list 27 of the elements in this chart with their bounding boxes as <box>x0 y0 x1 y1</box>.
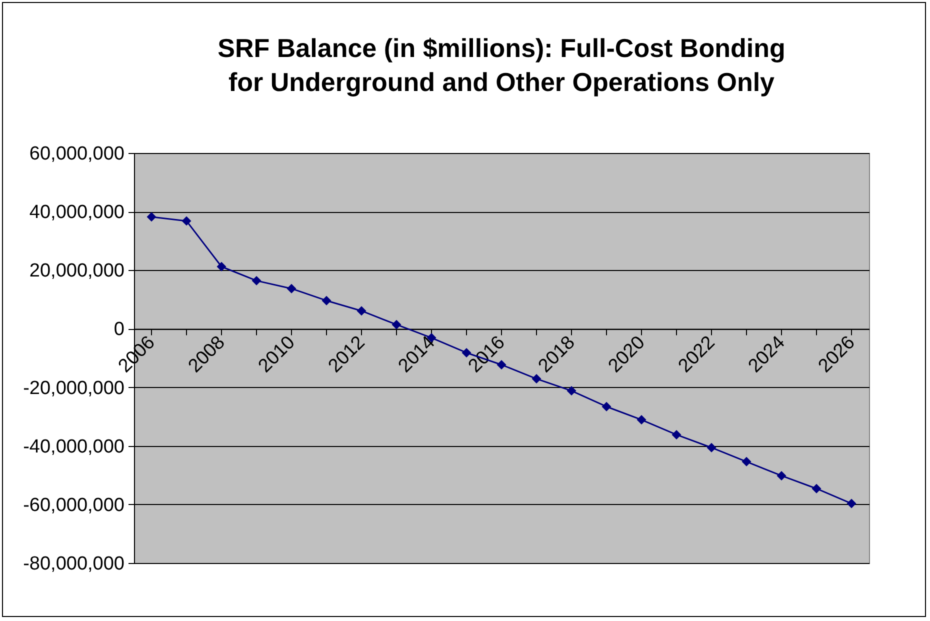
point <box>602 402 612 412</box>
y-tick-label: -60,000,000 <box>23 494 124 516</box>
point <box>146 212 156 222</box>
point <box>672 430 682 440</box>
y-tick-label: -40,000,000 <box>23 436 124 458</box>
point <box>742 456 752 466</box>
y-tick-label: 0 <box>114 319 124 340</box>
point <box>846 498 856 508</box>
point <box>532 374 542 384</box>
point <box>356 306 366 316</box>
point <box>566 386 576 396</box>
point <box>812 484 822 494</box>
y-tick-label: 60,000,000 <box>29 144 124 164</box>
point <box>216 262 226 272</box>
point <box>776 470 786 480</box>
point <box>252 276 262 286</box>
y-tick-label: -20,000,000 <box>23 378 124 399</box>
y-tick-label: -80,000,000 <box>23 554 124 574</box>
point <box>706 442 716 452</box>
point <box>182 216 192 226</box>
point <box>286 284 296 294</box>
y-tick-label: 40,000,000 <box>29 202 124 224</box>
point <box>392 320 402 330</box>
point <box>322 296 332 306</box>
y-tick-label: 20,000,000 <box>29 260 124 282</box>
chart-title: SRF Balance (in $millions): Full-Cost Bonding for Underground and Other Operations Only <box>218 33 786 97</box>
point <box>636 415 646 425</box>
